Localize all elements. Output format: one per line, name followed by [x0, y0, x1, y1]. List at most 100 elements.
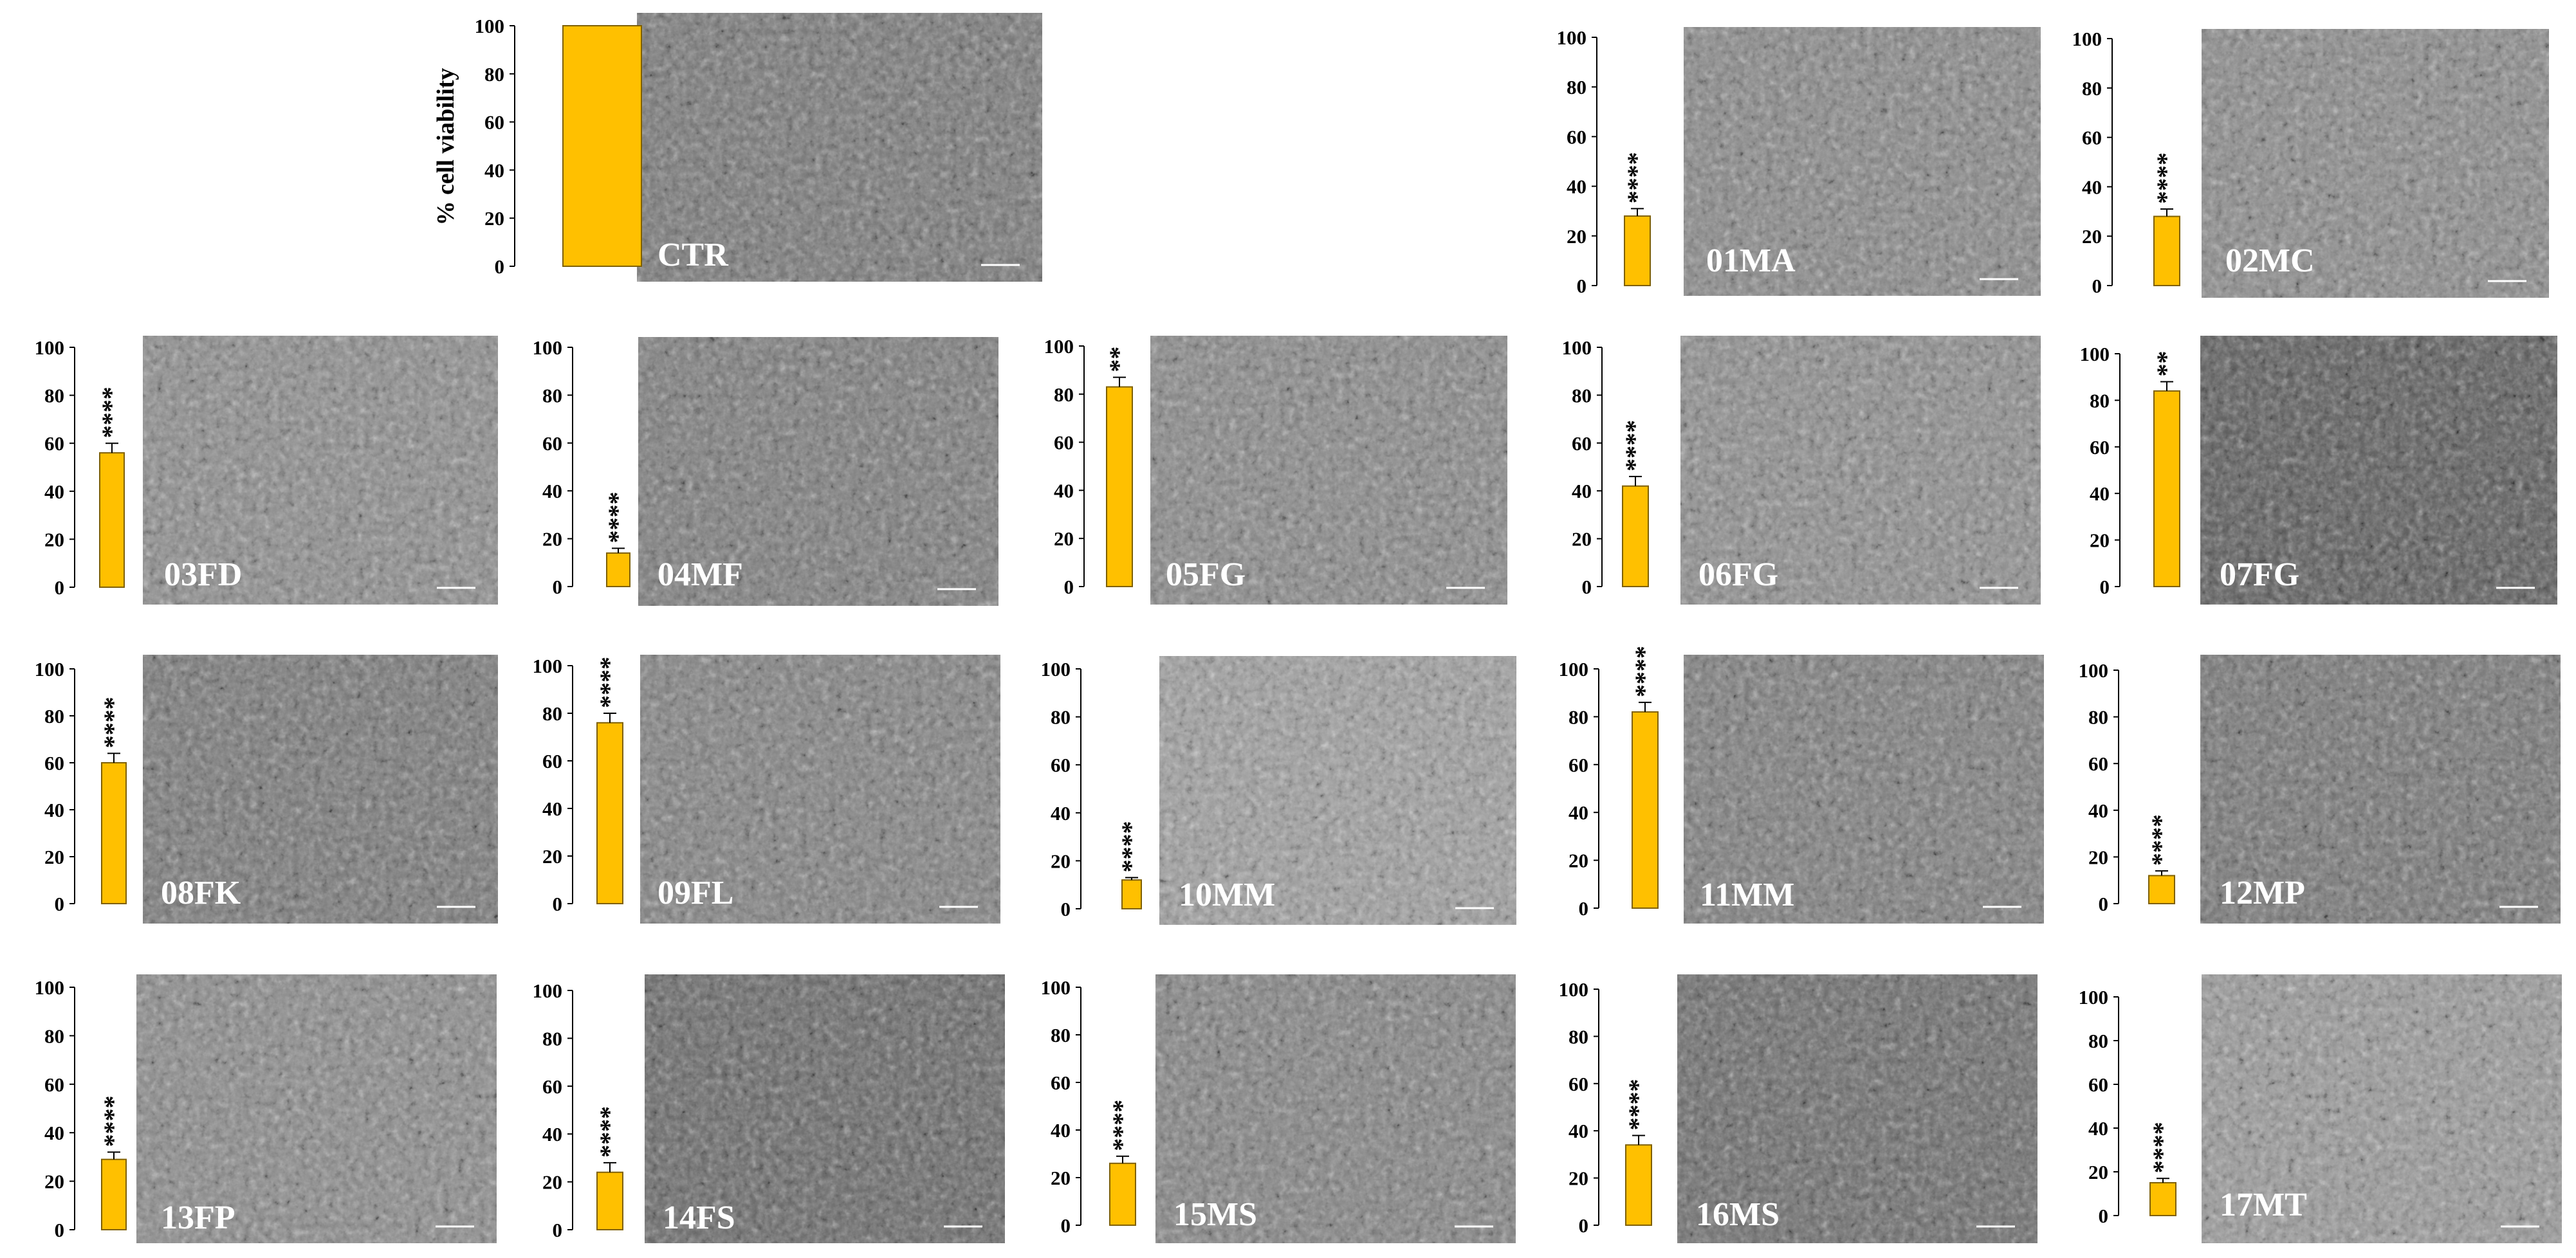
y-tick-label: 60	[44, 752, 64, 774]
y-tick-label: 40	[44, 799, 64, 821]
y-tick-label: 40	[542, 1123, 562, 1145]
micrograph-texture	[2202, 974, 2562, 1243]
significance-label: ****	[1107, 1100, 1136, 1151]
bar-15ms	[1109, 1162, 1136, 1226]
y-tick-label: 100	[2079, 659, 2109, 682]
y-tick-label: 40	[484, 159, 504, 181]
y-tick-label: 80	[484, 63, 504, 86]
sample-label: 08FK	[161, 875, 241, 911]
y-tick-label: 0	[1064, 576, 1074, 598]
y-tick-label: 100	[533, 980, 563, 1002]
panel-14fs: 14FS 0 20 40 60 80 100 ****	[533, 974, 1005, 1243]
bar-01ma	[1624, 215, 1651, 287]
y-tick-label: 80	[1572, 384, 1592, 406]
y-tick-label: 80	[2088, 706, 2108, 729]
y-tick-label: 60	[2082, 127, 2102, 149]
micrograph-texture	[1155, 974, 1516, 1243]
significance-label: **	[1104, 347, 1133, 372]
panel-10mm: 10MM 0 20 40 60 80 100 ****	[1041, 656, 1516, 925]
bar-07fg	[2153, 390, 2180, 587]
significance-label: ****	[2151, 152, 2180, 204]
bar-02mc	[2153, 215, 2180, 287]
panel-11mm: 11MM 0 20 40 60 80 100 ****	[1559, 646, 2044, 924]
y-tick-label: 40	[1051, 802, 1071, 825]
y-tick-label: 100	[35, 976, 65, 999]
y-tick-label: 20	[1051, 850, 1071, 872]
y-tick-label: 20	[1051, 1167, 1071, 1189]
micrograph-texture	[2200, 336, 2557, 605]
y-tick-label: 100	[2080, 343, 2110, 365]
sample-label: 12MP	[2220, 875, 2305, 911]
y-tick-label: 40	[44, 480, 64, 503]
micrograph-texture	[1159, 656, 1516, 925]
micrograph-texture	[1684, 655, 2044, 924]
panel-09fl: 09FL 0 20 40 60 80 100 ****	[533, 655, 1000, 924]
y-tick-label: 0	[1582, 576, 1592, 598]
y-tick-label: 100	[35, 336, 65, 359]
y-tick-label: 40	[44, 1122, 64, 1144]
y-tick-label: 80	[2088, 1030, 2108, 1052]
bar-06fg	[1622, 485, 1649, 588]
y-tick-label: 60	[542, 432, 562, 455]
bar-03fd	[99, 452, 125, 588]
y-tick-label: 40	[542, 480, 562, 502]
micrograph-texture	[637, 13, 1042, 282]
y-tick-label: 100	[2079, 986, 2109, 1008]
bar-ctr	[562, 25, 642, 267]
bar-14fs	[596, 1171, 623, 1230]
micrograph-texture	[2202, 29, 2549, 298]
bar-12mp	[2148, 875, 2175, 904]
y-tick-label: 0	[553, 576, 563, 598]
y-tick-label: 40	[2090, 482, 2110, 505]
y-tick-label: 60	[44, 432, 64, 455]
micrograph-texture	[143, 655, 498, 924]
bar-11mm	[1632, 711, 1659, 909]
sample-label: 14FS	[663, 1199, 735, 1236]
y-tick-label: 40	[2082, 176, 2102, 198]
sample-label: 17MT	[2220, 1187, 2307, 1223]
sample-label: 15MS	[1173, 1196, 1257, 1233]
y-tick-label: 0	[495, 255, 505, 278]
y-tick-label: 0	[55, 576, 65, 599]
sample-label: 11MM	[1700, 877, 1794, 913]
y-tick-label: 40	[1572, 480, 1592, 502]
sample-label: 10MM	[1179, 877, 1275, 913]
y-tick-label: 80	[1051, 1024, 1071, 1046]
y-tick-label: 60	[2088, 1073, 2108, 1096]
micrograph-texture	[1684, 27, 2041, 296]
y-tick-label: 20	[1054, 527, 1074, 550]
y-tick-label: 100	[35, 658, 65, 680]
micrograph-texture	[1680, 336, 2041, 605]
panel-06fg: 06FG 0 20 40 60 80 100 ****	[1562, 336, 2041, 605]
y-tick-label: 100	[475, 15, 505, 37]
y-tick-label: 80	[542, 1027, 562, 1050]
y-tick-label: 60	[542, 750, 562, 772]
y-tick-label: 80	[1567, 76, 1587, 98]
panel-05fg: 05FG 0 20 40 60 80 100 **	[1044, 335, 1507, 605]
y-tick-label: 0	[1577, 275, 1587, 297]
micrograph-texture	[1150, 336, 1507, 605]
y-tick-label: 0	[1579, 1214, 1589, 1237]
bar-13fp	[101, 1158, 127, 1231]
y-tick-label: 20	[484, 207, 504, 230]
bar-16ms	[1625, 1144, 1652, 1226]
y-tick-label: 60	[1569, 1073, 1588, 1095]
y-tick-label: 0	[55, 1219, 65, 1241]
y-tick-label: 20	[44, 846, 64, 868]
y-tick-label: 0	[2099, 893, 2109, 915]
y-tick-label: 40	[542, 798, 562, 820]
y-tick-label: 80	[2082, 77, 2102, 100]
bar-05fg	[1106, 386, 1133, 588]
micrograph-texture	[2200, 655, 2561, 924]
y-tick-label: 0	[2099, 1205, 2109, 1227]
sample-label: 03FD	[164, 556, 242, 593]
bar-10mm	[1121, 879, 1142, 909]
significance-label: ****	[98, 1095, 127, 1147]
micrograph-texture	[136, 974, 497, 1243]
y-tick-label: 60	[1051, 754, 1071, 776]
significance-label: ****	[1620, 420, 1649, 471]
panel-ctr: CTR 0 20 40 60 80 100	[475, 13, 1042, 282]
y-tick-label: 60	[2090, 436, 2110, 459]
sample-label: 09FL	[658, 875, 733, 911]
y-tick-label: 20	[44, 1171, 64, 1193]
